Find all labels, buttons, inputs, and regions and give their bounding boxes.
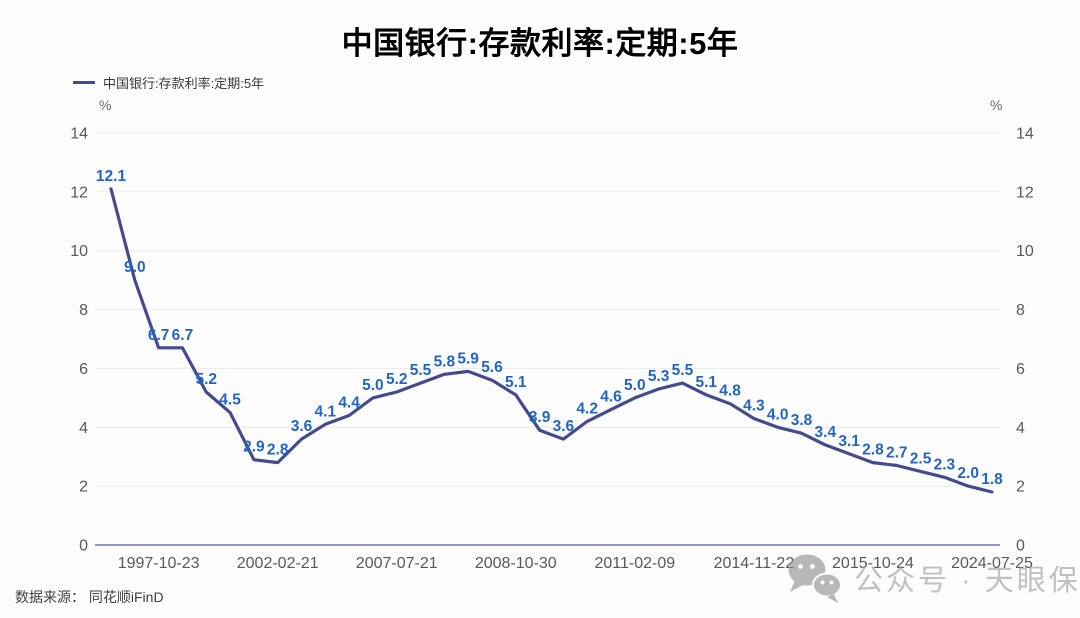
data-point-label: 3.6 xyxy=(553,418,575,435)
x-tick-label: 2002-02-21 xyxy=(237,555,319,572)
data-point-label: 5.6 xyxy=(481,359,503,376)
x-tick-label: 2007-07-21 xyxy=(356,555,438,572)
y-tick-label-left: 0 xyxy=(79,538,88,555)
legend[interactable]: 中国银行:存款利率:定期:5年 xyxy=(73,73,264,92)
data-point-label: 4.0 xyxy=(767,406,789,423)
y-tick-label-right: 12 xyxy=(1016,184,1034,201)
y-tick-label-right: 8 xyxy=(1016,302,1025,319)
y-tick-label-left: 14 xyxy=(70,126,88,143)
data-point-label: 5.2 xyxy=(195,371,217,388)
data-point-label: 9.0 xyxy=(124,259,146,276)
y-tick-label-left: 6 xyxy=(79,361,88,378)
x-tick-label: 1997-10-23 xyxy=(118,555,200,572)
x-tick-label: 2008-10-30 xyxy=(475,555,557,572)
data-point-label: 3.4 xyxy=(815,424,837,441)
data-point-label: 5.0 xyxy=(362,377,384,394)
data-point-label: 5.9 xyxy=(457,350,479,367)
data-point-label: 3.6 xyxy=(291,418,313,435)
y-tick-label-right: 0 xyxy=(1016,538,1025,555)
data-point-label: 4.4 xyxy=(338,395,360,412)
x-tick-label: 2014-11-22 xyxy=(714,555,795,572)
data-point-label: 1.8 xyxy=(981,471,1003,488)
data-point-label: 2.0 xyxy=(957,465,979,482)
data-point-label: 4.1 xyxy=(315,403,337,420)
data-point-label: 5.1 xyxy=(695,374,717,391)
y-axis-unit-right: % xyxy=(990,97,1002,113)
data-point-label: 4.3 xyxy=(743,397,765,414)
y-tick-label-left: 8 xyxy=(79,302,88,319)
data-point-label: 2.9 xyxy=(243,439,265,456)
y-tick-label-right: 10 xyxy=(1016,243,1034,260)
data-point-label: 4.6 xyxy=(600,389,622,406)
rate-line xyxy=(109,187,994,494)
data-point-label: 3.9 xyxy=(529,409,551,426)
y-tick-label-right: 6 xyxy=(1016,361,1025,378)
data-point-label: 4.5 xyxy=(219,392,241,409)
page-title: 中国银行:存款利率:定期:5年 xyxy=(341,26,739,61)
data-point-label: 2.8 xyxy=(862,442,884,459)
x-tick-label: 2011-02-09 xyxy=(595,555,676,572)
data-point-label: 2.8 xyxy=(267,442,289,459)
y-tick-label-left: 2 xyxy=(79,479,88,496)
data-point-label: 3.8 xyxy=(791,412,813,429)
data-point-label: 5.1 xyxy=(505,374,527,391)
data-point-label: 5.5 xyxy=(410,362,432,379)
data-point-label: 5.3 xyxy=(648,368,670,385)
data-point-label: 2.5 xyxy=(910,450,932,467)
y-tick-label-left: 4 xyxy=(79,420,88,437)
y-axis-unit-left: % xyxy=(99,97,111,113)
data-point-label: 2.7 xyxy=(886,445,908,462)
data-point-label: 4.8 xyxy=(719,383,741,400)
x-tick-label: 2024-07-25 xyxy=(951,555,1033,572)
data-point-label: 5.0 xyxy=(624,377,646,394)
data-point-label: 5.5 xyxy=(672,362,694,379)
y-tick-label-right: 4 xyxy=(1016,420,1025,437)
data-point-label: 6.7 xyxy=(148,327,170,344)
data-point-label: 4.2 xyxy=(576,400,598,417)
data-point-label: 12.1 xyxy=(96,168,127,185)
y-tick-label-left: 12 xyxy=(70,184,88,201)
y-tick-label-left: 10 xyxy=(70,243,88,260)
data-point-label: 2.3 xyxy=(934,456,956,473)
data-point-label: 3.1 xyxy=(838,433,860,450)
legend-label: 中国银行:存款利率:定期:5年 xyxy=(103,76,265,91)
x-tick-label: 2015-10-24 xyxy=(832,555,914,572)
legend-line-swatch xyxy=(73,81,95,84)
data-point-label: 6.7 xyxy=(172,327,194,344)
data-point-label: 5.2 xyxy=(386,371,408,388)
data-source-text: 数据来源： 同花顺iFinD xyxy=(15,589,164,605)
data-point-label: 5.8 xyxy=(434,353,456,370)
y-tick-label-right: 14 xyxy=(1016,126,1034,143)
y-tick-label-right: 2 xyxy=(1016,479,1025,496)
